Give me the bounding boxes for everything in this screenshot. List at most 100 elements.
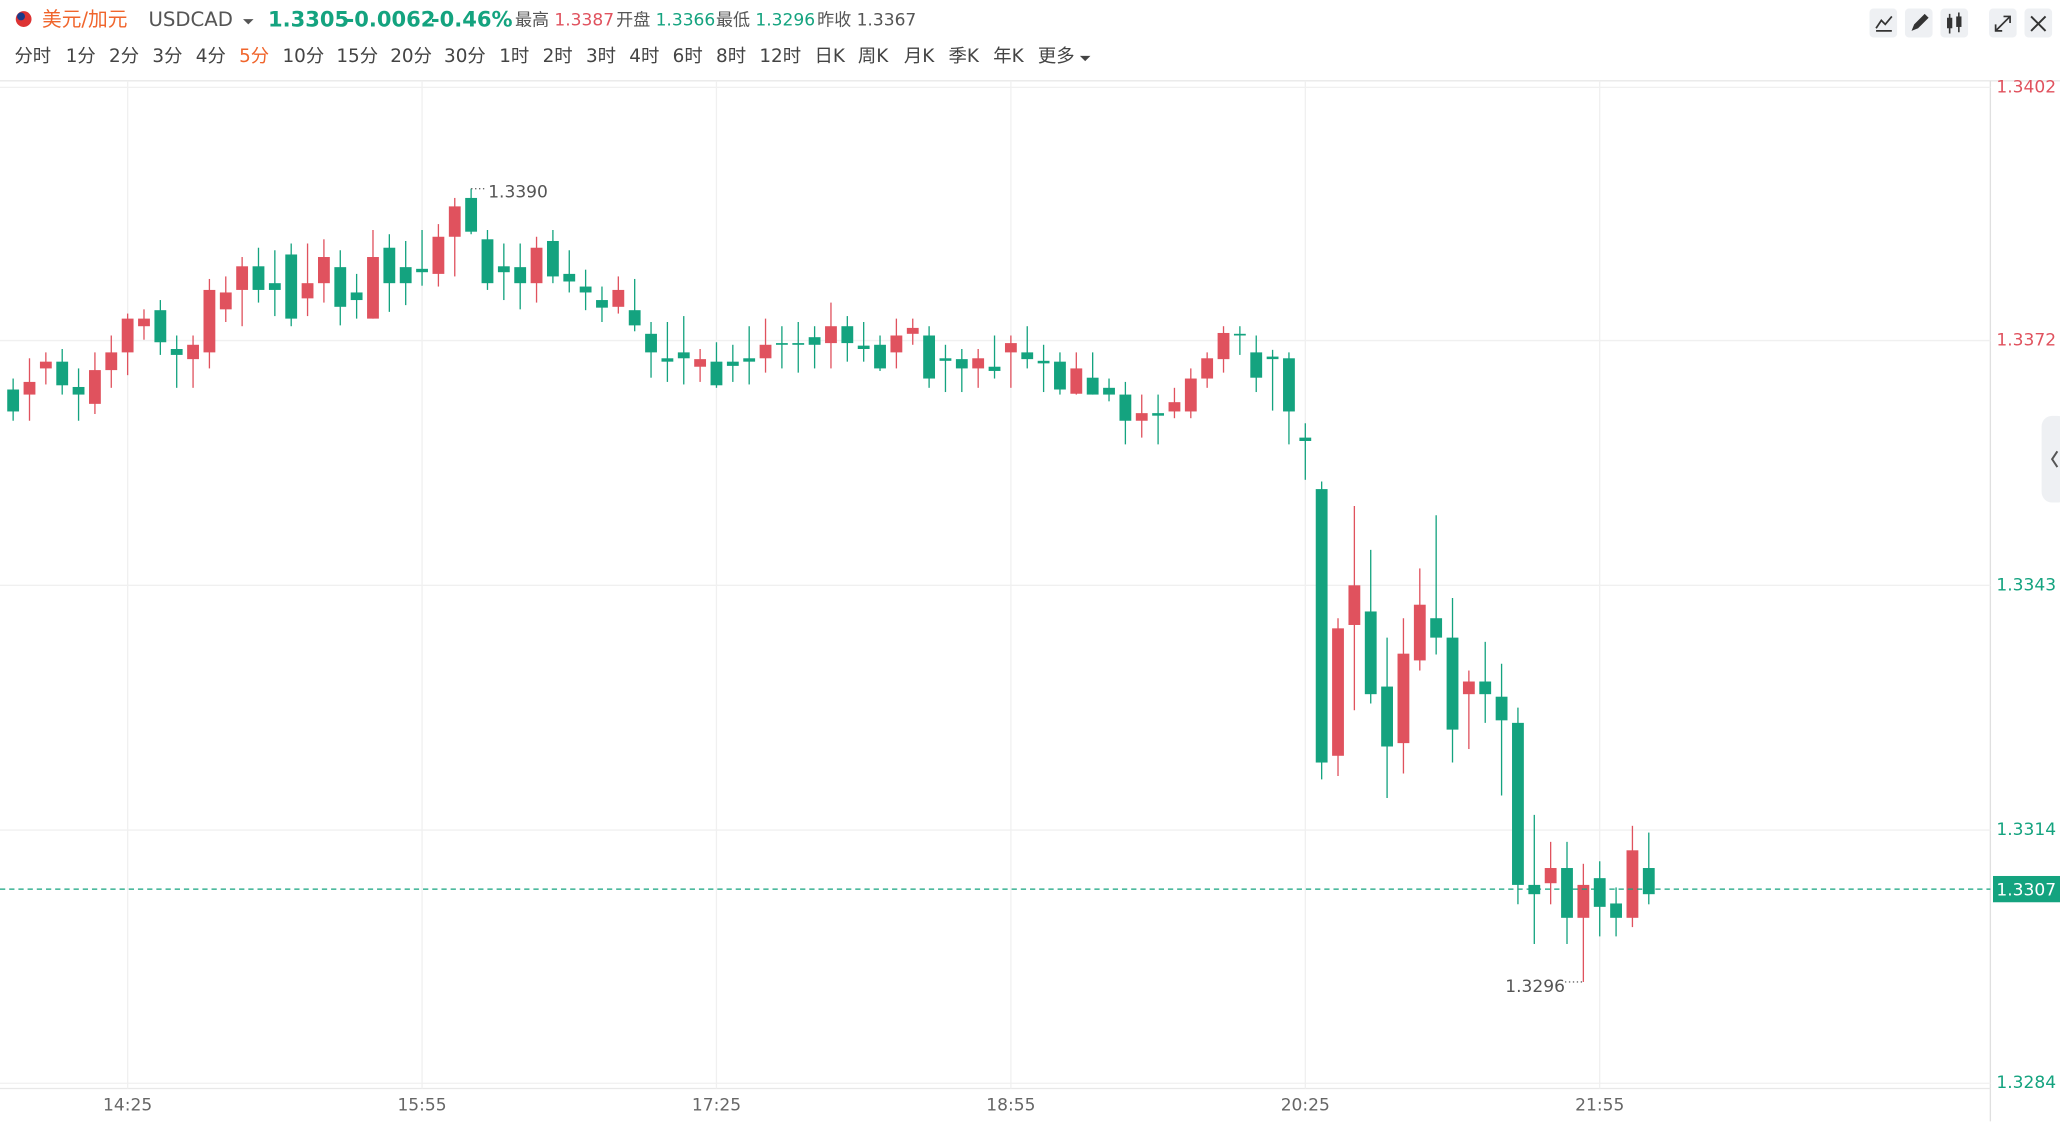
interval-button[interactable]: 2时: [543, 46, 573, 67]
interval-button[interactable]: 1分: [66, 46, 96, 67]
change-pct: -0.46%: [431, 6, 513, 31]
interval-button[interactable]: 4分: [196, 46, 226, 67]
candle-body: [710, 361, 723, 386]
candle-body: [1184, 378, 1197, 412]
candle-body: [301, 283, 314, 299]
candle-body: [1054, 361, 1066, 390]
candle-body: [1462, 681, 1475, 695]
candle-body: [219, 292, 232, 310]
candle-body: [1135, 413, 1148, 421]
candle-body: [1413, 604, 1426, 661]
candle-body: [939, 358, 952, 361]
y-tick-label: 1.3343: [1996, 575, 2056, 595]
candle-body: [432, 236, 445, 274]
candle-body: [1348, 585, 1361, 625]
y-tick-label: 1.3372: [1996, 331, 2056, 351]
candle-body: [268, 283, 281, 290]
interval-button[interactable]: 1时: [499, 46, 529, 67]
candle-body: [1544, 868, 1557, 884]
interval-button[interactable]: 5分: [239, 46, 269, 67]
symbol-dropdown[interactable]: [243, 19, 254, 25]
candle-body: [236, 266, 249, 290]
last-price-tag: [1992, 875, 2060, 903]
candle-body: [841, 326, 854, 344]
interval-button[interactable]: 4时: [629, 46, 659, 67]
pair-name[interactable]: 美元/加元: [42, 8, 127, 31]
interval-button[interactable]: 分时: [14, 46, 51, 67]
candle-body: [808, 337, 821, 345]
candle-body: [1528, 884, 1541, 895]
candle-body: [1495, 696, 1508, 721]
candle-body: [857, 345, 870, 350]
candle-body: [1299, 437, 1312, 441]
interval-toolbar: 分时 1分 2分 3分 4分 5分 10分 15分 20分 30分 1时 2时 3时 4时 6时 8时 12时日…: [14, 46, 1091, 67]
candle-body: [1266, 356, 1279, 360]
candle-body: [694, 359, 707, 367]
candle-body: [1086, 377, 1099, 395]
more-dropdown[interactable]: [1079, 55, 1091, 62]
candle-body: [1561, 868, 1573, 918]
candle-body: [579, 286, 592, 293]
candle-body: [334, 267, 347, 307]
stat-value: 1.3367: [857, 10, 917, 30]
interval-button[interactable]: 3时: [586, 46, 616, 67]
candle-body: [1332, 628, 1344, 756]
stat-label: 开盘: [616, 10, 650, 30]
interval-button[interactable]: 15分: [336, 46, 378, 67]
interval-button[interactable]: 季K: [949, 46, 980, 67]
x-tick-label: 18:55: [986, 1096, 1035, 1116]
candle-body: [906, 327, 919, 334]
candle-body: [1397, 653, 1410, 744]
candle-body: [546, 240, 559, 277]
candle-body: [596, 300, 608, 308]
stat-value: 1.3366: [656, 10, 716, 30]
candle-body: [138, 318, 150, 327]
candle-body: [726, 361, 739, 366]
candle-body: [628, 310, 641, 326]
candle-body: [743, 358, 756, 362]
candle-body: [383, 247, 396, 284]
candle-body: [1250, 352, 1263, 378]
y-tick-label: 1.3314: [1996, 820, 2056, 840]
candle-tool[interactable]: [1940, 8, 1969, 38]
plot: 1.3402 1.3372 1.3343 1.3314 1.3284 14:25 15:55…: [0, 77, 2060, 1116]
symbol[interactable]: USDCAD: [148, 8, 232, 31]
interval-button[interactable]: 6时: [673, 46, 703, 67]
candle-body: [1315, 489, 1328, 763]
candle-body: [367, 257, 379, 319]
candle-body: [1070, 368, 1083, 394]
candle-body: [1593, 878, 1606, 907]
stat-label: 昨收: [817, 10, 851, 30]
candle-body: [645, 333, 657, 353]
candle-body: [1381, 686, 1393, 747]
interval-button[interactable]: 2分: [109, 46, 139, 67]
x-tick-label: 20:25: [1281, 1096, 1330, 1116]
candle-body: [1642, 868, 1655, 895]
interval-button[interactable]: 更多: [1038, 46, 1075, 67]
candle-body: [187, 344, 199, 360]
candle-body: [416, 268, 428, 273]
candle-body: [448, 206, 461, 237]
interval-button[interactable]: 年K: [993, 46, 1024, 67]
side-panel-toggle[interactable]: [2041, 415, 2060, 503]
candle-body: [1479, 681, 1492, 695]
interval-button[interactable]: 10分: [282, 46, 324, 67]
candle-body: [563, 273, 576, 282]
candle-body: [1201, 358, 1214, 379]
candle-body: [1610, 903, 1622, 918]
y-tick-label: 1.3284: [1996, 1073, 2056, 1093]
interval-button[interactable]: 30分: [444, 46, 486, 67]
candle-body: [1152, 413, 1165, 416]
last-price: 1.3305: [268, 6, 349, 31]
interval-button[interactable]: 日K: [815, 46, 846, 67]
draw-tool-icon: [1911, 13, 1929, 31]
interval-button[interactable]: 月K: [904, 46, 935, 67]
interval-button[interactable]: 20分: [390, 46, 432, 67]
interval-button[interactable]: 12时: [759, 46, 801, 67]
candle-body: [1626, 850, 1639, 918]
last-price-label: 1.3307: [1996, 880, 2056, 900]
interval-button[interactable]: 8时: [716, 46, 746, 67]
interval-button[interactable]: 周K: [858, 46, 889, 67]
interval-button[interactable]: 3分: [152, 46, 182, 67]
line-tool-icon: [1875, 15, 1893, 32]
